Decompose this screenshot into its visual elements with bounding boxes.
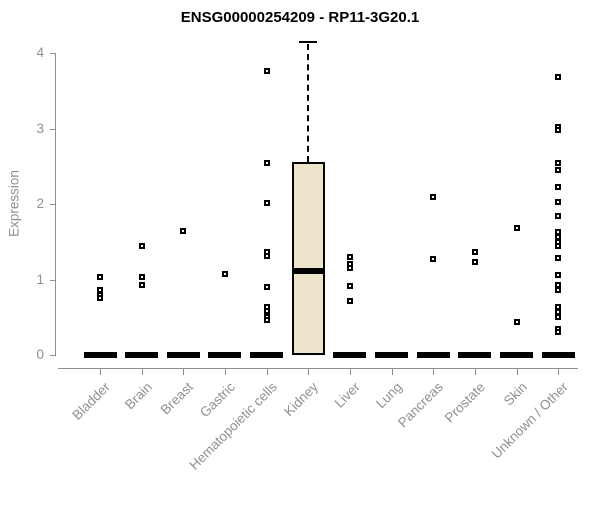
y-tick [50,129,56,130]
zero-bar [500,352,533,358]
outlier-point [264,200,270,206]
x-tick [308,368,309,375]
outlier-point [555,243,561,249]
outlier-point [347,298,353,304]
y-tick-label: 2 [36,196,44,211]
outlier-point [555,127,561,133]
outlier-point [264,308,270,314]
outlier-point [264,253,270,259]
chart-title: ENSG00000254209 - RP11-3G20.1 [180,9,420,26]
outlier-point [555,255,561,261]
outlier-point [264,68,270,74]
outlier-point [514,225,520,231]
zero-bar [208,352,241,358]
outlier-point [139,282,145,288]
outlier-point [555,160,561,166]
outlier-point [430,256,436,262]
outlier-point [347,254,353,260]
zero-bar [458,352,491,358]
x-tick [558,368,559,375]
outlier-point [555,314,561,320]
zero-bar [250,352,283,358]
x-tick [183,368,184,375]
outlier-point [555,287,561,293]
x-tick [267,368,268,375]
zero-bar [84,352,117,358]
outlier-point [555,184,561,190]
x-tick [350,368,351,375]
zero-bar [417,352,450,358]
box-whisker [307,44,309,162]
y-tick-label: 1 [36,272,44,287]
outlier-point [97,295,103,301]
outlier-point [430,194,436,200]
y-tick [50,280,56,281]
y-tick-label: 3 [36,121,44,136]
outlier-point [264,160,270,166]
y-tick [50,355,56,356]
outlier-point [555,213,561,219]
outlier-point [264,317,270,323]
outlier-point [347,265,353,271]
zero-bar [125,352,158,358]
y-tick-label: 0 [36,347,44,362]
outlier-point [555,329,561,335]
x-tick [100,368,101,375]
y-tick-label: 4 [36,45,44,60]
outlier-point [264,284,270,290]
x-axis-line [58,368,578,369]
outlier-point [514,319,520,325]
y-tick [50,204,56,205]
zero-bar [333,352,366,358]
x-tick [433,368,434,375]
outlier-point [472,259,478,265]
outlier-point [347,283,353,289]
box [292,162,325,355]
x-tick [225,368,226,375]
x-tick [392,368,393,375]
x-tick [142,368,143,375]
outlier-point [555,272,561,278]
y-tick [50,53,56,54]
outlier-point [222,271,228,277]
outlier-point [139,274,145,280]
zero-bar [167,352,200,358]
outlier-point [97,274,103,280]
outlier-point [139,243,145,249]
zero-bar [542,352,575,358]
box-median [292,268,325,274]
zero-bar [375,352,408,358]
outlier-point [472,249,478,255]
outlier-point [555,199,561,205]
x-tick [517,368,518,375]
outlier-point [555,167,561,173]
whisker-cap [299,41,317,43]
x-tick [475,368,476,375]
outlier-point [555,74,561,80]
outlier-point [180,228,186,234]
